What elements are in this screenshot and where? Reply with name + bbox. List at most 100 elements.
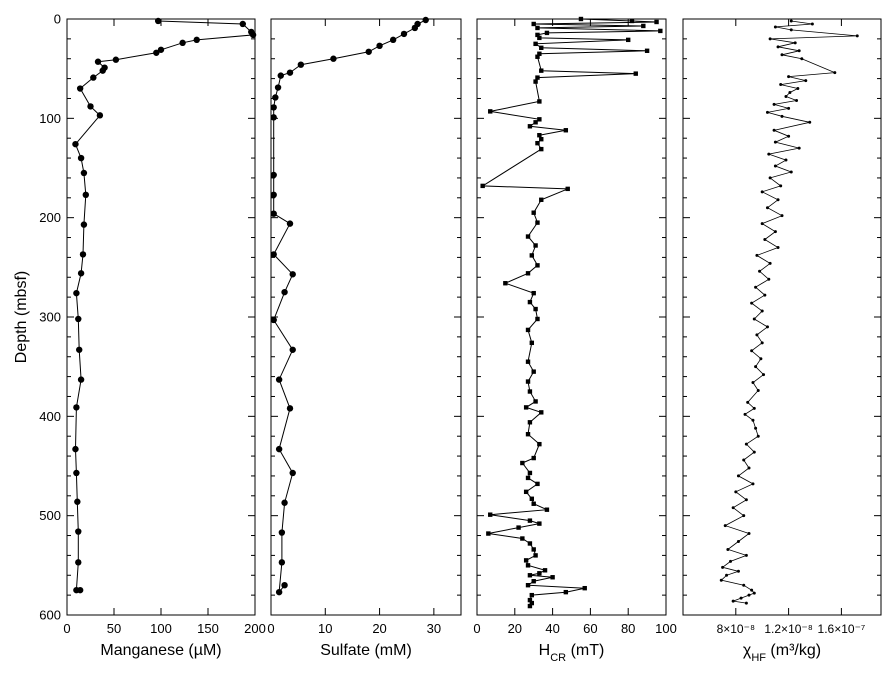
data-point — [763, 293, 767, 297]
data-point — [389, 36, 397, 44]
data-point — [765, 206, 769, 210]
data-point — [87, 103, 94, 110]
data-point — [754, 285, 758, 289]
data-point — [531, 579, 536, 584]
y-axis-title: Depth (mbsf) — [13, 271, 30, 363]
data-point — [488, 109, 493, 114]
data-point — [544, 30, 550, 36]
data-point — [503, 281, 508, 286]
panel-hcr: 0 20 40 60 80 100 HCR (mT) — [473, 16, 677, 664]
data-point — [644, 48, 650, 53]
data-point — [754, 426, 758, 430]
data-point — [768, 261, 772, 265]
data-point — [270, 191, 277, 199]
data-point — [80, 169, 88, 177]
x-tick-label: 40 — [545, 621, 559, 636]
data-point — [525, 327, 531, 333]
data-point — [772, 128, 776, 132]
x-axis-label-sulfate: Sulfate (mM) — [320, 642, 412, 659]
data-point — [239, 20, 246, 28]
data-point — [742, 583, 746, 587]
x-tick-label: 1.6×10⁻⁷ — [818, 622, 866, 636]
data-point — [742, 458, 746, 462]
data-point — [525, 475, 531, 481]
data-point — [535, 481, 540, 487]
data-point — [833, 71, 837, 75]
data-point — [82, 191, 90, 199]
x-tick-label: 0 — [473, 621, 480, 636]
data-point — [760, 309, 764, 313]
data-point — [537, 35, 542, 41]
data-point — [278, 559, 286, 566]
data-point — [531, 369, 536, 374]
data-point — [789, 170, 793, 174]
y-tick-label: 200 — [39, 210, 61, 225]
x-axis-label-hcr: HCR (mT) — [539, 642, 605, 664]
data-point — [535, 54, 540, 59]
data-point — [537, 51, 542, 56]
x-tick-label: 0 — [63, 621, 70, 636]
data-point — [281, 499, 288, 506]
data-point — [535, 316, 540, 322]
data-point — [275, 588, 283, 596]
data-point — [734, 490, 738, 494]
data-point — [289, 271, 296, 278]
data-point — [582, 585, 587, 591]
data-point — [565, 186, 570, 192]
data-point — [270, 210, 277, 217]
data-point — [654, 19, 659, 25]
data-point — [270, 171, 277, 179]
data-point — [810, 22, 814, 26]
data-point — [633, 71, 638, 76]
data-point — [153, 49, 160, 56]
data-point — [297, 61, 305, 68]
data-point — [537, 133, 542, 138]
data-point — [75, 315, 82, 323]
data-point — [736, 474, 740, 478]
data-point — [760, 222, 764, 226]
data-point — [525, 359, 531, 364]
data-point — [787, 75, 791, 79]
data-point — [527, 420, 533, 425]
series-line-sulfate — [273, 19, 426, 594]
data-point — [73, 404, 80, 411]
data-point — [762, 373, 766, 377]
data-point — [744, 601, 748, 605]
data-point — [804, 79, 808, 83]
data-point — [527, 603, 533, 609]
data-point — [99, 67, 106, 74]
panel-sulfate: 0 10 20 30 Sulfate (mM) — [267, 16, 462, 659]
data-point — [752, 591, 756, 595]
data-point — [525, 234, 531, 239]
data-point — [94, 58, 102, 65]
data-point — [73, 469, 80, 477]
data-point — [750, 301, 754, 305]
data-point — [752, 317, 756, 321]
data-point — [80, 221, 88, 228]
data-point — [563, 589, 569, 595]
data-point — [527, 518, 533, 523]
data-point — [537, 521, 542, 526]
y-tick-label: 500 — [39, 508, 61, 523]
data-point — [527, 299, 533, 305]
data-point — [784, 94, 788, 98]
data-point — [800, 57, 804, 61]
y-tick-label: 0 — [54, 12, 61, 27]
data-point — [289, 469, 296, 477]
data-point — [535, 75, 540, 80]
panel-frame — [682, 18, 882, 616]
data-point — [275, 445, 283, 453]
data-point — [330, 55, 337, 62]
data-point — [736, 539, 740, 543]
series-line-manganese — [74, 20, 254, 591]
data-point — [776, 198, 780, 202]
data-point — [154, 17, 162, 25]
panel-manganese: 0 50 100 150 200 Manganese (µM) — [63, 17, 266, 659]
data-point — [739, 596, 743, 600]
data-point — [179, 39, 186, 47]
data-point — [533, 41, 538, 47]
data-point — [488, 512, 493, 517]
x-tick-label: 50 — [107, 621, 121, 636]
data-point — [531, 290, 536, 296]
